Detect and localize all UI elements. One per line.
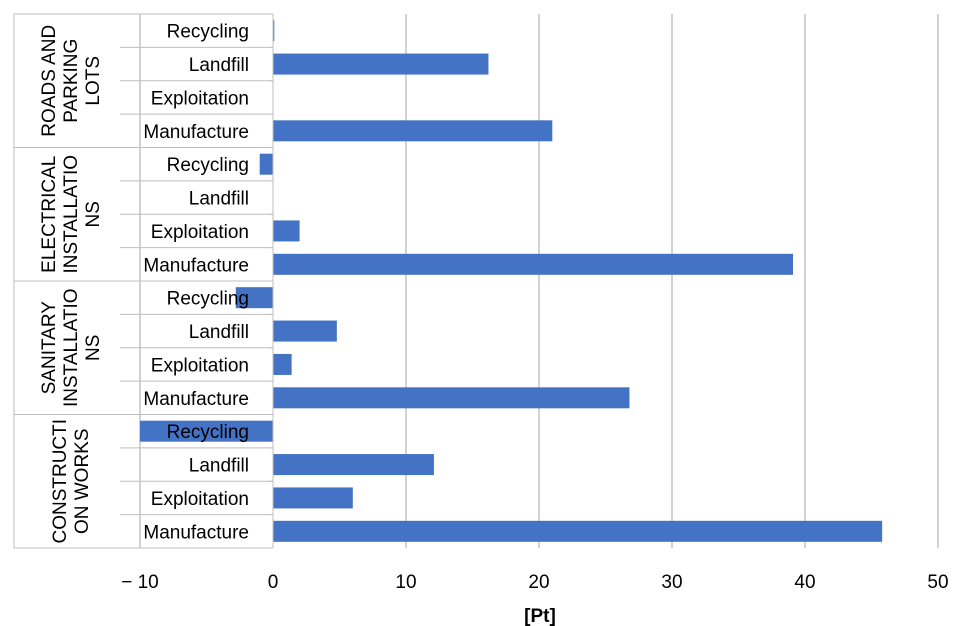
bar-manufacture xyxy=(273,120,553,142)
group-label-line: INSTALLATIO xyxy=(61,155,82,274)
bar-landfill xyxy=(273,53,489,75)
bar-manufacture xyxy=(273,520,883,542)
bar-landfill xyxy=(273,454,434,476)
group-label-line: ELECTRICAL xyxy=(39,156,60,273)
x-tick-label: 10 xyxy=(395,572,416,593)
x-axis-title: [Pt] xyxy=(524,606,556,626)
bars xyxy=(140,20,883,542)
bar-exploitation xyxy=(273,220,300,242)
group-label-line: ROADS AND xyxy=(39,25,60,137)
bar-recycling xyxy=(235,287,273,309)
bar-recycling xyxy=(259,153,273,175)
group-label-line: SANITARY xyxy=(39,301,60,395)
category-label: Exploitation xyxy=(151,355,249,376)
bar-manufacture xyxy=(273,253,794,275)
bar-recycling xyxy=(273,20,275,42)
category-label: Landfill xyxy=(189,322,249,343)
x-tick-label: 0 xyxy=(268,572,279,593)
category-label: Landfill xyxy=(189,189,249,210)
x-tick-label: 50 xyxy=(927,572,948,593)
x-tick-label: 20 xyxy=(528,572,549,593)
group-label-line: NS xyxy=(83,201,104,227)
category-label: Manufacture xyxy=(143,255,249,276)
category-label: Manufacture xyxy=(143,122,249,143)
group-label-line: NS xyxy=(83,335,104,361)
category-label: Recycling xyxy=(167,422,249,443)
group-label-line: ON WORKS xyxy=(72,428,93,534)
category-label: Exploitation xyxy=(151,489,249,510)
category-label: Recycling xyxy=(167,155,249,176)
gridlines xyxy=(139,14,939,548)
x-tick-label: 40 xyxy=(794,572,815,593)
category-labels: Recycling Landfill Exploitation Manufacture… xyxy=(143,22,249,544)
x-tick-labels: − 10 0 10 20 30 40 50 xyxy=(121,572,948,593)
x-tick-label: 30 xyxy=(661,572,682,593)
x-tick-label: − 10 xyxy=(121,572,159,593)
group-label-line: LOTS xyxy=(83,56,104,106)
bar-recycling xyxy=(140,420,273,442)
category-label: Recycling xyxy=(167,289,249,310)
bar-exploitation xyxy=(273,487,353,509)
category-label: Recycling xyxy=(167,22,249,43)
group-label-line: PARKING xyxy=(61,39,82,123)
category-label: Landfill xyxy=(189,55,249,76)
group-label-line: INSTALLATIO xyxy=(61,288,82,407)
category-label: Landfill xyxy=(189,456,249,477)
category-label: Manufacture xyxy=(143,389,249,410)
bar-manufacture xyxy=(273,387,630,409)
category-label: Manufacture xyxy=(143,522,249,543)
axes xyxy=(13,13,274,549)
bar-exploitation xyxy=(273,353,292,375)
category-label: Exploitation xyxy=(151,222,249,243)
bar-landfill xyxy=(273,320,337,342)
category-label: Exploitation xyxy=(151,88,249,109)
group-label-line: CONSTRUCTI xyxy=(50,419,71,544)
group-labels: ROADS AND PARKING LOTS ELECTRICAL INSTALLATI… xyxy=(39,25,104,544)
